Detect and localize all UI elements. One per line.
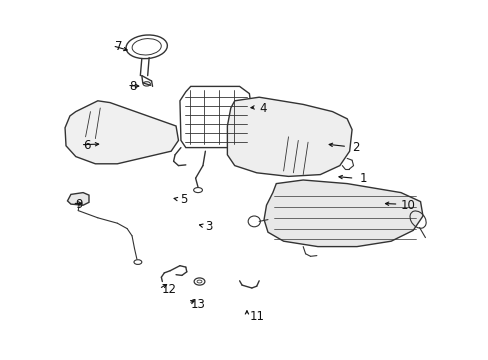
Text: 3: 3: [205, 220, 212, 233]
Text: 10: 10: [400, 199, 415, 212]
Polygon shape: [67, 193, 89, 205]
Text: 6: 6: [83, 139, 90, 152]
Text: 8: 8: [129, 80, 137, 93]
Text: 9: 9: [75, 198, 82, 211]
Text: 13: 13: [190, 298, 205, 311]
Text: 2: 2: [351, 141, 359, 154]
Text: 4: 4: [259, 102, 266, 114]
Text: 7: 7: [115, 40, 122, 53]
Polygon shape: [264, 180, 422, 247]
Text: 5: 5: [180, 193, 187, 206]
Text: 12: 12: [161, 283, 176, 296]
Text: 1: 1: [359, 172, 366, 185]
Polygon shape: [65, 101, 178, 164]
Text: 11: 11: [249, 310, 264, 323]
Polygon shape: [227, 97, 351, 176]
